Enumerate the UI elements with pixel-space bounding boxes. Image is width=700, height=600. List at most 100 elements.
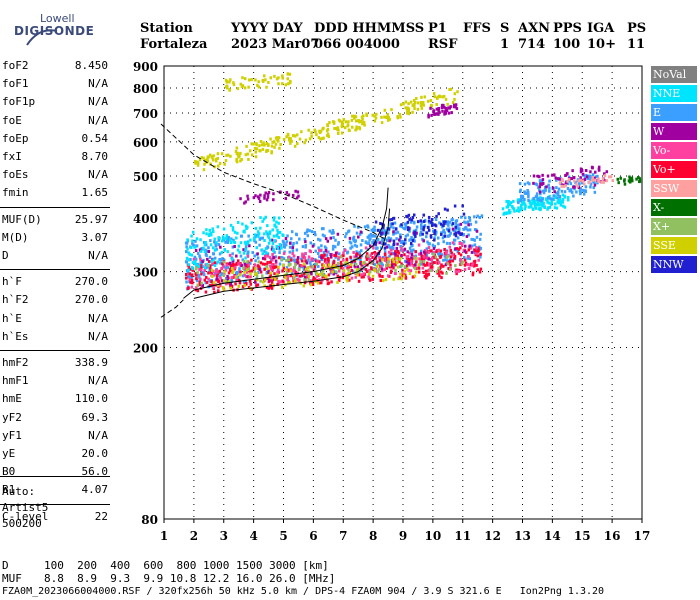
echo-point [190, 253, 194, 257]
echo-point [300, 264, 303, 268]
echo-point [275, 77, 279, 81]
echo-point [520, 203, 523, 207]
legend-item-x-: X- [651, 199, 697, 216]
echo-point [260, 248, 264, 252]
echo-point [580, 169, 584, 173]
echo-point [378, 241, 381, 245]
echo-point [392, 230, 395, 234]
echo-point [581, 188, 584, 192]
echo-point [190, 275, 193, 279]
echo-point [193, 262, 197, 266]
echo-point [293, 265, 297, 269]
echo-point [588, 181, 591, 185]
echo-point [414, 250, 418, 254]
echo-point [334, 254, 338, 258]
echo-point [395, 237, 398, 241]
echo-point [256, 195, 260, 199]
echo-point [242, 251, 246, 255]
echo-point [186, 238, 189, 242]
echo-point [442, 264, 445, 268]
echo-point [320, 227, 324, 231]
echo-point [400, 253, 403, 257]
echo-point [243, 283, 246, 287]
echo-point [407, 109, 410, 113]
echo-point [390, 218, 394, 222]
echo-point [375, 246, 378, 250]
echo-point [453, 256, 456, 260]
echo-point [194, 159, 197, 163]
echo-point [556, 196, 559, 200]
echo-point [400, 264, 403, 268]
echo-point [457, 230, 460, 234]
echo-point [351, 269, 355, 273]
echo-point [438, 95, 442, 99]
echo-point [426, 240, 429, 244]
echo-point [291, 193, 295, 197]
echo-point [443, 207, 447, 211]
auto-label: Auto: [2, 485, 36, 498]
echo-point [213, 261, 217, 265]
echo-point [227, 280, 231, 284]
echo-point [290, 258, 293, 262]
echo-point [429, 98, 433, 102]
echo-point [428, 249, 432, 253]
echo-point [253, 233, 257, 237]
echo-point [205, 275, 208, 279]
echo-point [589, 182, 593, 186]
echo-point [387, 115, 390, 119]
echo-point [459, 263, 462, 267]
echo-point [342, 271, 345, 275]
echo-point [409, 263, 412, 267]
echo-point [184, 250, 188, 254]
echo-point [351, 125, 354, 129]
echo-point [190, 274, 194, 278]
echo-point [201, 284, 205, 288]
echo-point [567, 195, 570, 199]
echo-point [258, 266, 261, 270]
echo-point [311, 244, 315, 248]
echo-point [282, 280, 285, 284]
echo-point [399, 235, 402, 239]
echo-point [356, 265, 360, 269]
echo-point [322, 263, 326, 267]
echo-point [296, 142, 299, 146]
echo-point [327, 259, 330, 263]
echo-point [458, 242, 462, 246]
echo-point [407, 112, 411, 116]
echo-point [281, 82, 284, 86]
echo-point [261, 256, 265, 260]
echo-point [440, 253, 443, 257]
echo-point [382, 255, 385, 259]
param-value: 25.97 [74, 212, 108, 226]
echo-point [288, 250, 292, 254]
echo-point [263, 257, 267, 261]
echo-point [427, 115, 430, 119]
echo-point [477, 247, 480, 251]
echo-point [353, 224, 356, 228]
echo-point [274, 142, 278, 146]
echo-point [252, 266, 256, 270]
echo-point [374, 241, 378, 245]
echo-point [331, 231, 334, 235]
echo-point [230, 266, 234, 270]
echo-point [203, 250, 207, 254]
echo-point [454, 231, 458, 235]
echo-point [539, 182, 542, 186]
echo-point [523, 203, 527, 207]
echo-point [204, 240, 207, 244]
echo-point [363, 260, 366, 264]
echo-point [211, 158, 215, 162]
echo-point [271, 276, 274, 280]
echo-point [420, 257, 424, 261]
echo-point [339, 260, 343, 264]
echo-point [326, 278, 329, 282]
echo-point [449, 258, 452, 262]
echo-point [241, 84, 245, 88]
echo-point [473, 238, 477, 242]
echo-point [380, 239, 384, 243]
echo-point [255, 272, 258, 276]
echo-point [259, 279, 262, 283]
x-tick-label: 14 [544, 529, 561, 543]
echo-point [571, 169, 574, 173]
echo-point [541, 181, 545, 185]
